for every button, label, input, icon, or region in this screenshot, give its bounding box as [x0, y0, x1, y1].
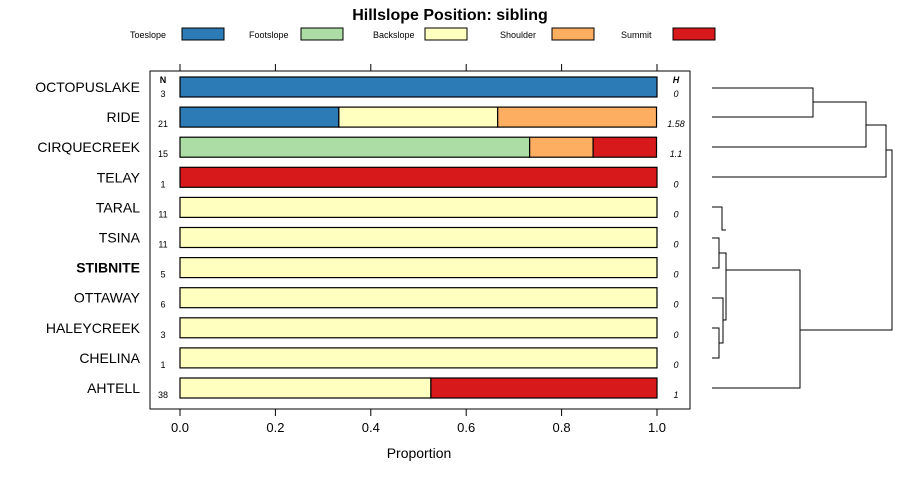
n-value: 21	[158, 119, 168, 129]
row-label: RIDE	[107, 109, 140, 125]
row-label: AHTELL	[87, 380, 140, 396]
n-value: 6	[160, 300, 165, 310]
bar-segment-backslope	[179, 317, 658, 339]
n-value: 38	[158, 390, 168, 400]
row-label: CHELINA	[79, 350, 140, 366]
dendrogram-branch	[712, 327, 720, 359]
dendrogram-branch	[712, 87, 814, 118]
x-axis-label: Proportion	[387, 445, 452, 461]
x-tick-label: 0.2	[266, 420, 284, 435]
h-value: 0	[673, 179, 678, 189]
n-value: 15	[158, 149, 168, 159]
legend-label: Shoulder	[500, 30, 536, 40]
x-tick-label: 0.0	[171, 420, 189, 435]
h-value: 0	[673, 240, 678, 250]
dendrogram-branch	[800, 149, 893, 331]
row-label: CIRQUECREEK	[37, 139, 140, 155]
bar-segment-backslope	[179, 347, 658, 369]
n-value: 3	[160, 330, 165, 340]
h-value: 0	[673, 300, 678, 310]
row-label: TELAY	[97, 169, 141, 185]
bar-segment-shoulder	[497, 106, 658, 128]
n-header: N	[160, 75, 167, 85]
n-value: 11	[158, 209, 167, 219]
legend: Toeslope Footslope Backslope Shoulder Summit	[130, 27, 716, 41]
dendrogram-branch	[712, 297, 724, 344]
plot-frame	[149, 70, 691, 410]
h-value: 0	[673, 330, 678, 340]
row-labels: OCTOPUSLAKE RIDE CIRQUECREEK TELAY TARAL TSIN…	[35, 79, 140, 396]
row-label: HALEYCREEK	[46, 320, 141, 336]
bar-segment-backslope	[179, 377, 432, 399]
x-tick-label: 0.4	[362, 420, 380, 435]
legend-label: Summit	[621, 30, 652, 40]
n-value: 1	[160, 360, 165, 370]
chart-title: Hillslope Position: sibling	[352, 7, 548, 24]
h-column: H 0 1.58 1.1 0 0 0 0 0 0 0 1	[667, 75, 685, 400]
legend-swatch	[672, 27, 716, 41]
bar-segment-summit	[592, 136, 658, 158]
top-axis-ticks	[179, 64, 658, 71]
bar-segment-backslope	[179, 196, 658, 218]
legend-label: Footslope	[249, 30, 289, 40]
h-header: H	[673, 75, 680, 85]
n-value: 3	[160, 89, 165, 99]
n-value: 11	[158, 240, 167, 250]
row-label: OTTAWAY	[74, 290, 141, 306]
dendrogram-branch	[712, 124, 887, 178]
h-value: 0	[673, 270, 678, 280]
bar-segment-summit	[430, 377, 658, 399]
x-tick-label: 0.6	[457, 420, 475, 435]
bar-segment-backslope	[179, 226, 658, 249]
bar-segment-summit	[179, 166, 658, 188]
dendrogram	[712, 87, 893, 389]
n-value: 1	[160, 179, 165, 189]
row-label: OCTOPUSLAKE	[35, 79, 140, 95]
h-value: 1.1	[670, 149, 683, 159]
dendrogram-branch	[712, 206, 726, 231]
x-tick-label: 0.8	[553, 420, 571, 435]
bar-segment-backslope	[179, 287, 658, 309]
bar-segment-backslope	[338, 106, 499, 128]
row-label: STIBNITE	[76, 260, 140, 276]
legend-swatch	[300, 27, 344, 41]
n-value: 5	[160, 270, 165, 280]
row-label: TSINA	[99, 230, 141, 246]
bar-segment-toeslope	[179, 106, 340, 128]
dendrogram-branch	[719, 252, 727, 321]
row-label: TARAL	[96, 199, 140, 215]
legend-label: Toeslope	[130, 30, 166, 40]
legend-label: Backslope	[373, 30, 415, 40]
h-value: 0	[673, 209, 678, 219]
h-value: 0	[673, 89, 678, 99]
bar-segment-shoulder	[529, 136, 594, 158]
dendrogram-branch	[712, 237, 720, 269]
bar-segment-toeslope	[179, 76, 658, 98]
x-axis: 0.0 0.2 0.4 0.6 0.8 1.0	[171, 409, 666, 435]
h-value: 0	[673, 360, 678, 370]
bars	[179, 76, 658, 399]
bar-segment-backslope	[179, 257, 658, 279]
dendrogram-branch	[712, 269, 801, 389]
legend-swatch	[424, 27, 468, 41]
h-value: 1	[673, 390, 678, 400]
dendrogram-branch	[712, 101, 867, 148]
x-tick-label: 1.0	[648, 420, 666, 435]
h-value: 1.58	[667, 119, 685, 129]
legend-swatch	[181, 27, 225, 41]
legend-swatch	[551, 27, 595, 41]
bar-segment-footslope	[179, 136, 531, 158]
